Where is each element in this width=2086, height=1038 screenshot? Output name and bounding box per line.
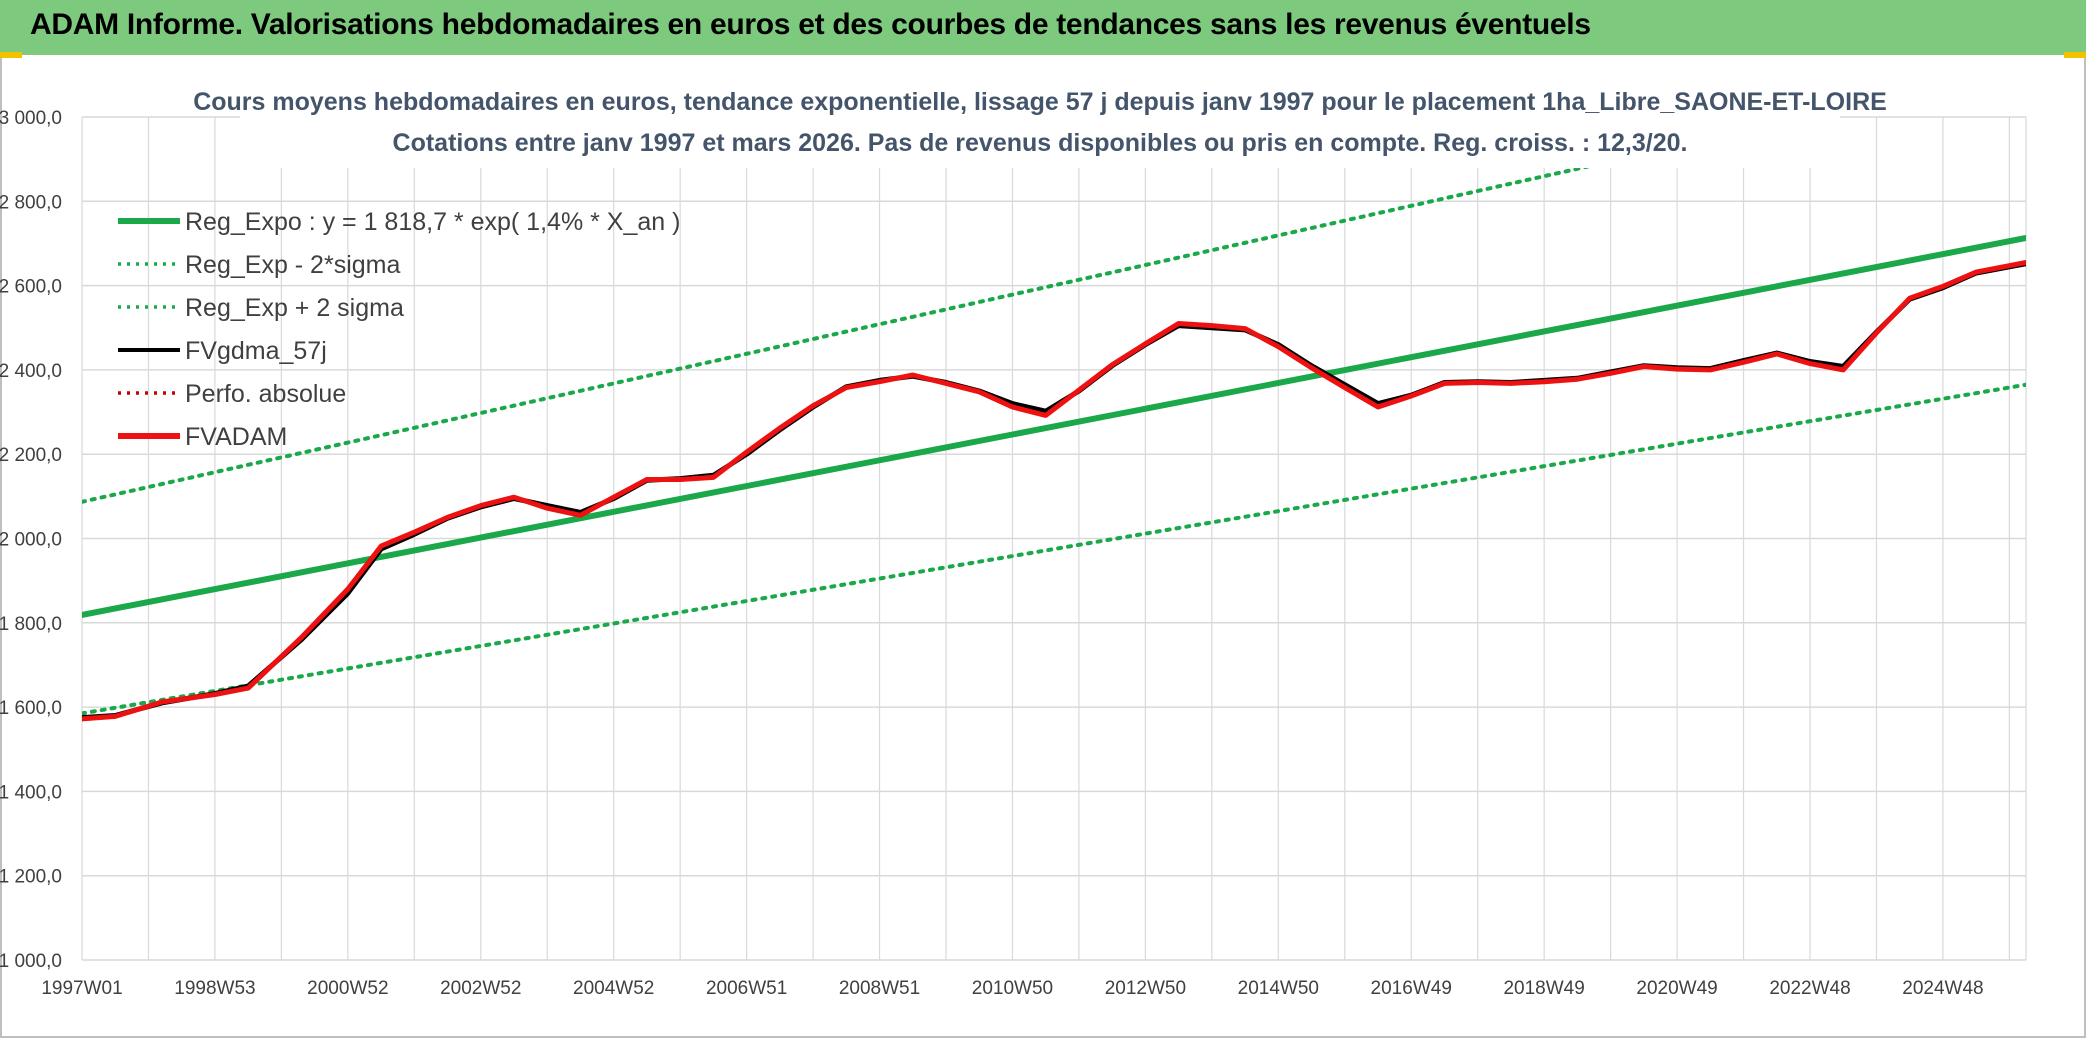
y-tick-label: 2 400,0 bbox=[0, 361, 62, 382]
legend-label-reg_plus: Reg_Exp + 2 sigma bbox=[185, 294, 404, 322]
x-tick-label: 2006W51 bbox=[706, 978, 787, 999]
y-axis: 1 000,0 1 200,0 1 400,0 1 600,0 1 800,0 2 000… bbox=[0, 108, 62, 972]
y-tick-label: 1 200,0 bbox=[0, 867, 62, 888]
y-tick-label: 1 000,0 bbox=[0, 951, 62, 972]
legend: Reg_Expo : y = 1 818,7 * exp( 1,4% * X_a… bbox=[118, 208, 680, 451]
x-tick-label: 2000W52 bbox=[307, 978, 388, 999]
x-tick-label: 1998W53 bbox=[174, 978, 255, 999]
y-tick-label: 3 000,0 bbox=[0, 108, 62, 129]
legend-label-perfo: Perfo. absolue bbox=[185, 380, 346, 408]
x-tick-label: 2014W50 bbox=[1238, 978, 1319, 999]
y-tick-label: 2 000,0 bbox=[0, 530, 62, 551]
y-tick-label: 1 600,0 bbox=[0, 698, 62, 719]
x-tick-label: 1997W01 bbox=[41, 978, 122, 999]
x-tick-label: 2024W48 bbox=[1902, 978, 1983, 999]
chart-title-line1: Cours moyens hebdomadaires en euros, ten… bbox=[193, 88, 1887, 116]
x-tick-label: 2012W50 bbox=[1105, 978, 1186, 999]
x-tick-label: 2008W51 bbox=[839, 978, 920, 999]
y-tick-label: 2 200,0 bbox=[0, 445, 62, 466]
y-tick-label: 2 600,0 bbox=[0, 277, 62, 298]
legend-label-reg_minus: Reg_Exp - 2*sigma bbox=[185, 251, 400, 279]
report-title: ADAM Informe. Valorisations hebdomadaire… bbox=[30, 8, 1591, 41]
legend-label-fvadam: FVADAM bbox=[185, 423, 287, 451]
series-fvgdma-57j-line bbox=[82, 261, 2026, 721]
report-header: ADAM Informe. Valorisations hebdomadaire… bbox=[0, 0, 2086, 55]
corner-accent-left bbox=[0, 52, 22, 58]
legend-label-reg_expo: Reg_Expo : y = 1 818,7 * exp( 1,4% * X_a… bbox=[185, 208, 680, 236]
series-fvadam-line bbox=[82, 259, 2026, 722]
gridlines bbox=[81, 116, 2027, 961]
legend-label-fvgdma: FVgdma_57j bbox=[185, 337, 327, 365]
y-tick-label: 1 400,0 bbox=[0, 782, 62, 803]
y-tick-label: 2 800,0 bbox=[0, 192, 62, 213]
x-tick-label: 2020W49 bbox=[1636, 978, 1717, 999]
series-reg-expo-line bbox=[82, 235, 2026, 618]
x-tick-label: 2022W48 bbox=[1769, 978, 1850, 999]
chart-title-line2: Cotations entre janv 1997 et mars 2026. … bbox=[393, 129, 1688, 157]
x-tick-label: 2016W49 bbox=[1371, 978, 1452, 999]
x-tick-label: 2002W52 bbox=[440, 978, 521, 999]
y-tick-label: 1 800,0 bbox=[0, 614, 62, 635]
x-tick-label: 2018W49 bbox=[1503, 978, 1584, 999]
corner-accent-right bbox=[2064, 52, 2086, 58]
title-background bbox=[240, 82, 1840, 168]
x-tick-label: 2010W50 bbox=[972, 978, 1053, 999]
x-axis: 1997W01 1998W53 2000W52 2002W52 2004W52 2006W… bbox=[41, 978, 1983, 999]
x-tick-label: 2004W52 bbox=[573, 978, 654, 999]
series-reg-exp-minus-2sigma-line bbox=[82, 382, 2026, 716]
